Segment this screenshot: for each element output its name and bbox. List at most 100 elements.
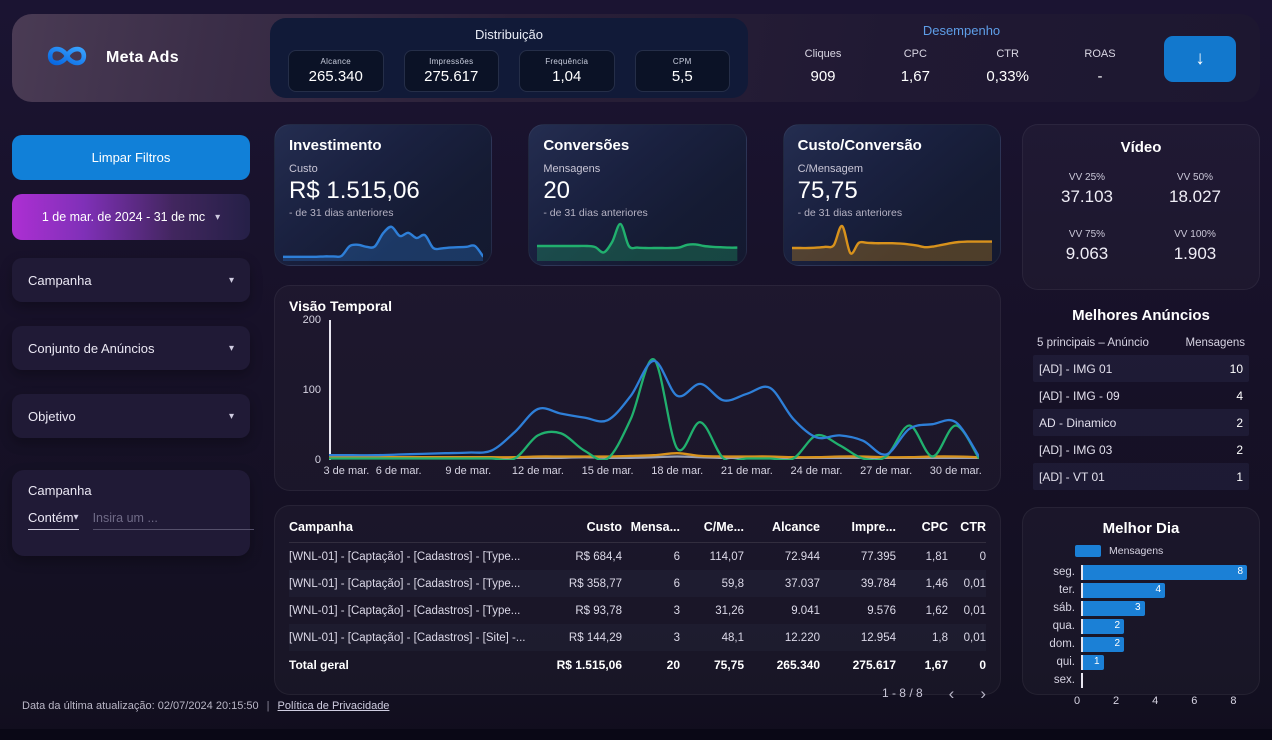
best-ad-row[interactable]: [AD] - VT 011 [1033,463,1249,490]
last-update-text: Data da última atualização: 02/07/2024 2… [22,700,259,712]
metric-label: VV 75% [1033,229,1141,240]
metric-value: 9.063 [1033,244,1141,264]
best-ad-row[interactable]: AD - Dinamico2 [1033,409,1249,436]
footer-separator: | [267,700,270,712]
sparkline-chart [792,215,992,261]
series-serie-azul [329,361,979,457]
table-row[interactable]: [WNL-01] - [Captação] - [Cadastros] - [T… [289,543,986,570]
table-total-cell: 265.340 [746,658,822,672]
best-day-card: Melhor Dia Mensagens seg.8ter.4sáb.3qua.… [1022,507,1260,695]
table-cell: 12.954 [822,632,898,644]
bar[interactable]: 2 [1083,619,1124,634]
bar[interactable]: 4 [1083,583,1165,598]
filter-value-input[interactable] [93,510,254,530]
bar-value-label: 4 [1155,584,1161,595]
metric-value: 909 [810,68,835,85]
bar[interactable]: 8 [1083,565,1247,580]
table-total-cell: 1,67 [898,658,950,672]
filter-operator-value: Contém [28,510,74,525]
scorecard-value: 75,75 [798,177,986,205]
distribution-metric: Frequência1,04 [519,50,615,92]
table-row[interactable]: [WNL-01] - [Captação] - [Cadastros] - [T… [289,570,986,597]
table-header-cell[interactable]: Impre... [822,520,898,534]
sparkline-chart [283,215,483,261]
temporal-chart-x-labels: 3 de mar.6 de mar.9 de mar.12 de mar.15 … [329,465,986,481]
app-title: Meta Ads [106,49,179,67]
temporal-chart-plot: 2001000 [329,320,986,460]
metric-value: 1,67 [901,68,930,85]
video-metrics: VV 25%37.103VV 50%18.027VV 75%9.063VV 10… [1033,172,1249,264]
bar-row: ter.4 [1039,581,1247,599]
performance-panel: Desempenho Cliques909CPC1,67CTR0,33%ROAS… [748,14,1260,102]
table-cell: 31,26 [682,605,746,617]
x-axis-tick-label: 30 de mar. [930,465,982,477]
clear-filters-button[interactable]: Limpar Filtros [12,135,250,180]
bar-row: seg. 8 [1039,563,1247,581]
chevron-down-icon: ▾ [215,212,220,223]
best-day-title: Melhor Dia [1035,520,1247,537]
performance-metric: ROAS- [1070,48,1130,85]
video-metric: VV 75% 9.063 [1033,229,1141,264]
bar[interactable]: 3 [1083,601,1145,616]
chevron-down-icon: ▾ [229,411,234,422]
bar[interactable]: 2 [1083,637,1124,652]
best-ads-rows: [AD] - IMG 0110[AD] - IMG - 094AD - Dina… [1033,355,1249,490]
best-ad-row[interactable]: [AD] - IMG 032 [1033,436,1249,463]
table-header-cell[interactable]: CPC [898,520,950,534]
table-header-cell[interactable]: Custo [539,520,624,534]
date-range-filter[interactable]: 1 de mar. de 2024 - 31 de mc ▾ [12,194,250,240]
bar-category-label: seg. [1039,566,1081,578]
table-cell: 1,8 [898,632,950,644]
table-cell: 3 [624,605,682,617]
table-header-cell[interactable]: Alcance [746,520,822,534]
metric-label: Frequência [545,57,588,66]
performance-metric: Cliques909 [793,48,853,85]
bar-value-label: 8 [1237,566,1243,577]
table-cell: 114,07 [682,551,746,563]
scorecard-metric-label: Custo [289,163,477,175]
bar-category-label: qui. [1039,656,1081,668]
dropdown-label: Conjunto de Anúncios [28,341,154,356]
table-header-cell[interactable]: C/Me... [682,520,746,534]
sidebar-dropdown-campanha[interactable]: Campanha▾ [12,258,250,302]
table-cell: 3 [624,632,682,644]
pagination-prev-icon[interactable]: ‹ [949,685,955,702]
metric-value: 0,33% [986,68,1029,85]
table-cell: 77.395 [822,551,898,563]
sidebar-dropdown-objetivo[interactable]: Objetivo ▾ [12,394,250,438]
best-ad-row[interactable]: [AD] - IMG - 094 [1033,382,1249,409]
chevron-down-icon: ▾ [74,512,79,523]
y-axis-tick-label: 100 [303,384,321,396]
download-arrow-icon: ↓ [1195,48,1205,70]
best-day-legend: Mensagens [1075,545,1247,557]
distribution-panel: Distribuição Alcance265.340Impressões275… [270,18,748,98]
table-row[interactable]: [WNL-01] - [Captação] - [Cadastros] - [S… [289,624,986,651]
distribution-metric: CPM5,5 [635,50,731,92]
best-ad-row[interactable]: [AD] - IMG 0110 [1033,355,1249,382]
sidebar-dropdown-conjunto-de-an-ncios[interactable]: Conjunto de Anúncios▾ [12,326,250,370]
bar[interactable]: 1 [1083,655,1104,670]
dropdown-label: Objetivo [28,409,76,424]
video-title: Vídeo [1033,139,1249,156]
table-header-cell[interactable]: CTR [950,520,988,534]
table-total-row: Total geralR$ 1.515,062075,75265.340275.… [289,651,986,678]
privacy-policy-link[interactable]: Política de Privacidade [278,700,390,712]
filter-operator-select[interactable]: Contém ▾ [28,510,79,530]
table-header-cell[interactable]: Mensa... [624,520,682,534]
ad-name: AD - Dinamico [1039,416,1116,430]
table-header-cell[interactable]: Campanha [289,520,539,534]
download-button[interactable]: ↓ [1164,36,1236,82]
table-cell: [WNL-01] - [Captação] - [Cadastros] - [T… [289,578,539,590]
pagination-next-icon[interactable]: › [980,685,986,702]
x-axis-tick-label: 0 [1074,695,1080,707]
x-axis-tick-label: 6 de mar. [376,465,422,477]
table-cell: 1,62 [898,605,950,617]
table-cell: R$ 358,77 [539,578,624,590]
x-axis-tick-label: 6 [1191,695,1197,707]
table-total-cell: 20 [624,658,682,672]
x-axis-tick-label: 24 de mar. [791,465,843,477]
metric-value: - [1097,68,1102,85]
performance-title: Desempenho [793,23,1130,38]
x-axis-tick-label: 2 [1113,695,1119,707]
table-row[interactable]: [WNL-01] - [Captação] - [Cadastros] - [T… [289,597,986,624]
